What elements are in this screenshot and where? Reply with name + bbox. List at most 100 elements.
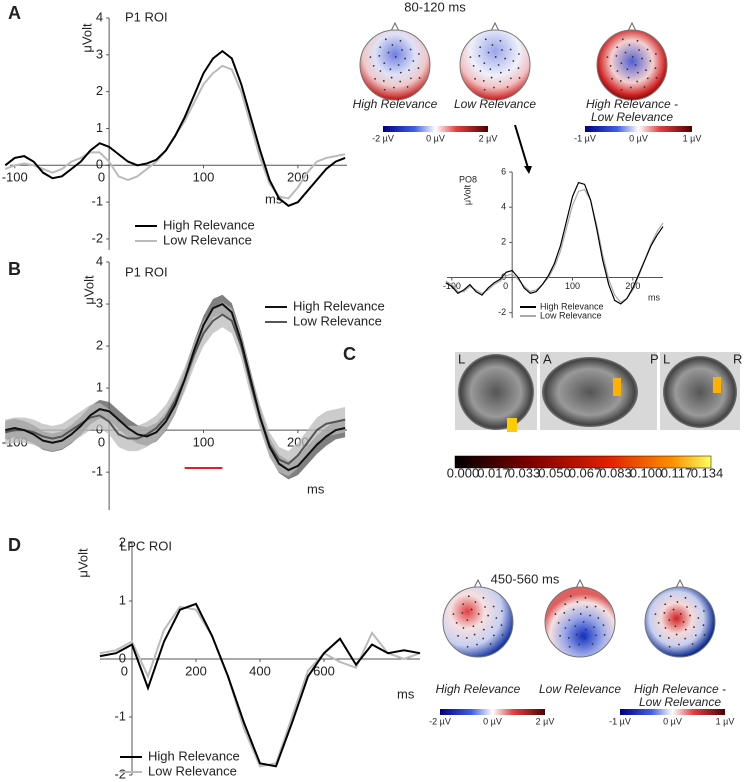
electrode — [679, 613, 682, 615]
electrode — [634, 64, 637, 66]
electrode — [399, 71, 402, 74]
electrode — [462, 603, 465, 606]
electrode — [603, 610, 605, 612]
electrode — [636, 39, 639, 42]
electrode — [409, 48, 412, 51]
electrode — [384, 38, 387, 41]
electrode — [473, 633, 476, 636]
chart-title: PO8 — [459, 174, 477, 184]
electrode — [506, 86, 509, 88]
series-line — [5, 302, 346, 472]
electrode — [476, 643, 478, 646]
electrode — [412, 60, 415, 62]
colorbar-label: -2 µV — [429, 716, 451, 726]
electrode — [389, 68, 392, 71]
error-band — [5, 301, 346, 477]
panel-label: C — [343, 344, 356, 364]
electrode — [374, 77, 376, 80]
electrode — [557, 621, 560, 624]
electrode — [664, 603, 667, 606]
electrode — [668, 645, 671, 648]
electrode — [379, 70, 382, 72]
electrode — [657, 621, 660, 624]
electrode — [646, 48, 649, 51]
electrode — [479, 46, 482, 49]
electrode — [470, 608, 473, 611]
electrode — [659, 634, 661, 637]
legend-label: Low Relevance — [293, 313, 382, 328]
topomap — [359, 29, 431, 101]
electrode — [636, 80, 639, 83]
electrode — [478, 55, 481, 57]
y-tick-label: 3 — [96, 295, 103, 310]
colorbar-label: -1 µV — [574, 133, 596, 143]
colorbar — [454, 455, 712, 469]
electrode — [627, 76, 630, 79]
topomap — [442, 586, 514, 658]
electrode — [630, 86, 632, 89]
electrode — [382, 80, 385, 82]
electrode — [483, 62, 486, 65]
electrode — [589, 614, 592, 617]
activation — [613, 378, 621, 396]
electrode — [569, 595, 572, 598]
electrode — [378, 55, 381, 57]
y-tick-label: 4 — [96, 9, 103, 24]
electrode — [499, 71, 502, 74]
electrode — [631, 56, 634, 58]
legend-label: High Relevance — [148, 748, 240, 763]
electrode — [401, 49, 403, 51]
electrode — [594, 605, 597, 608]
electrode — [554, 613, 557, 616]
electrode — [619, 80, 622, 82]
electrode — [578, 643, 580, 646]
electrode — [397, 64, 400, 66]
electrode — [487, 51, 490, 54]
electrode — [489, 643, 492, 645]
electrode — [418, 77, 421, 79]
electrode — [518, 53, 520, 55]
map-label: Low Relevance — [591, 110, 673, 124]
map-label: High Relevance - — [586, 97, 678, 111]
legend-label: High Relevance — [540, 301, 604, 311]
electrode — [492, 634, 495, 637]
electrode — [628, 44, 631, 46]
electrode — [391, 44, 394, 46]
y-tick-label: 4 — [96, 253, 103, 268]
series-line — [4, 49, 346, 207]
series-line — [99, 605, 421, 768]
panel-label: A — [8, 3, 21, 23]
electrode — [494, 56, 497, 58]
topomap — [544, 586, 616, 658]
electrode — [452, 613, 455, 616]
view-label: R — [530, 351, 539, 366]
electrode — [646, 77, 649, 80]
electrode — [597, 617, 600, 619]
electrode — [594, 634, 597, 637]
electrode — [512, 60, 515, 62]
legend-label: High Relevance — [293, 298, 385, 313]
electrode — [616, 70, 619, 72]
x-tick-label: 0 — [503, 281, 508, 291]
electrode — [393, 86, 395, 89]
electrode — [497, 64, 500, 66]
electrode — [682, 621, 685, 623]
map-label: High Relevance — [436, 682, 521, 696]
legend-label: Low Relevance — [163, 232, 252, 247]
x-tick-label: 200 — [185, 663, 207, 678]
y-tick-label: 2 — [119, 534, 126, 549]
time-window: 80-120 ms — [404, 0, 466, 14]
colorbar — [440, 709, 545, 715]
electrode — [394, 56, 397, 58]
y-tick-label: 0 — [501, 272, 506, 282]
y-tick-label: 2 — [96, 338, 103, 353]
colorbar — [383, 126, 488, 132]
colorbar-label: 0.067 — [569, 465, 602, 480]
electrode — [482, 628, 485, 631]
electrode — [484, 606, 486, 608]
electrode — [491, 44, 494, 46]
colorbar — [585, 126, 692, 132]
map-label: High Relevance - — [634, 682, 726, 696]
electrode — [674, 625, 677, 628]
